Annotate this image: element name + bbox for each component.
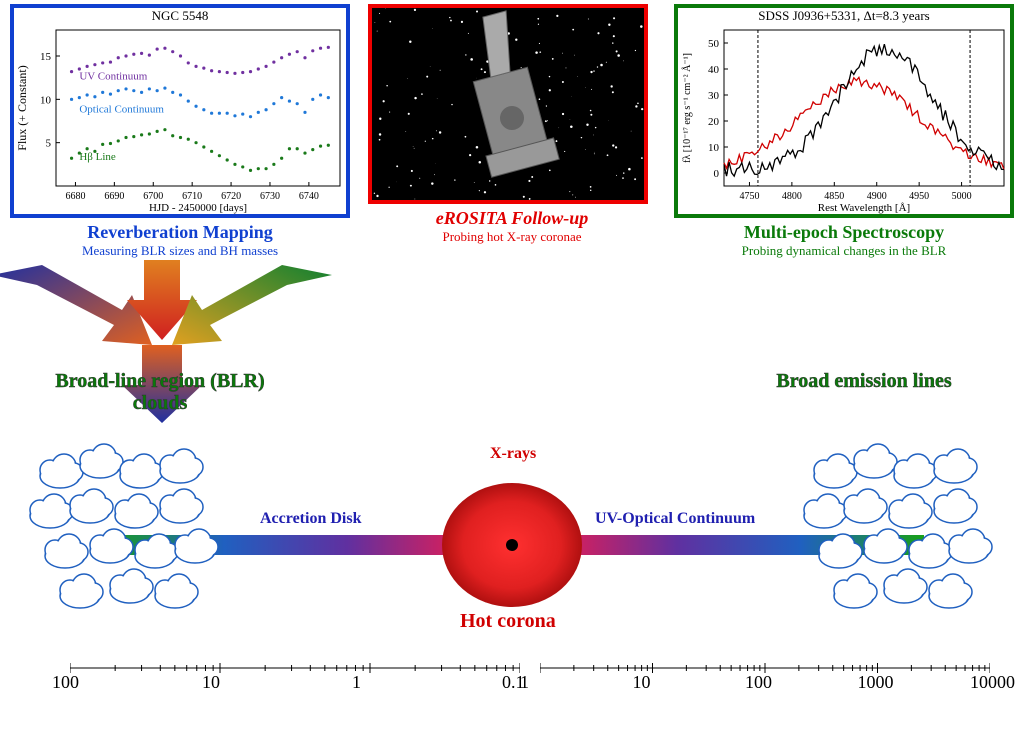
spec-label: Multi-epoch Spectroscopy (674, 222, 1014, 244)
scale-tick: 1000 (858, 672, 894, 693)
clouds-right (794, 430, 1004, 630)
svg-text:6680: 6680 (65, 191, 85, 202)
spectroscopy-panel: SDSS J0936+5331, Δt=8.3 years 0 10 20 30 40 5… (674, 4, 1014, 258)
svg-text:0: 0 (714, 168, 720, 180)
erosita-sub: Probing hot X-ray coronae (368, 230, 656, 244)
reverb-title: NGC 5548 (14, 8, 346, 24)
erosita-name: eROSITA Follow-up (436, 208, 589, 228)
svg-text:10: 10 (40, 94, 52, 106)
svg-text:4800: 4800 (782, 191, 802, 202)
reverb-chart: NGC 5548 5 10 15 6680 6690 6700 6710 6720 6730 67… (10, 4, 350, 218)
svg-text:40: 40 (708, 64, 720, 76)
scale-right-labels: 110100100010000 (540, 660, 990, 700)
scale-tick: 10 (202, 672, 220, 693)
svg-text:4850: 4850 (824, 191, 844, 202)
svg-text:Flux (+ Constant): Flux (+ Constant) (15, 65, 29, 150)
black-hole (506, 539, 518, 551)
xrays-text: X-rays (490, 445, 536, 463)
hotcorona-text: Hot corona (460, 610, 556, 633)
spec-svg: 0 10 20 30 40 50 4750 4800 4850 4900 4950 5000 fλ [1… (678, 24, 1010, 214)
clouds-left (20, 430, 230, 630)
spec-sub: Probing dynamical changes in the BLR (674, 244, 1014, 258)
svg-text:20: 20 (708, 116, 720, 128)
erosita-label: eROSITA Follow-up (368, 208, 656, 230)
arrow-right (172, 265, 332, 345)
svg-text:Optical Continuum: Optical Continuum (79, 103, 164, 115)
bel-label: Broad emission lines (724, 370, 1004, 392)
scale-tick: 10000 (970, 672, 1015, 693)
spec-title: SDSS J0936+5331, Δt=8.3 years (678, 8, 1010, 24)
reverb-panel: NGC 5548 5 10 15 6680 6690 6700 6710 6720 6730 67… (10, 4, 350, 258)
svg-text:6730: 6730 (260, 191, 280, 202)
svg-text:UV Continuum: UV Continuum (79, 70, 147, 82)
scale-tick: 1 (352, 672, 361, 693)
reverb-svg: 5 10 15 6680 6690 6700 6710 6720 6730 6740 Flux (+… (14, 24, 346, 214)
satellite-image (368, 4, 648, 204)
svg-text:6720: 6720 (221, 191, 241, 202)
svg-text:5: 5 (46, 138, 52, 150)
svg-text:30: 30 (708, 90, 720, 102)
scale-tick: 10 (633, 672, 651, 693)
svg-text:15: 15 (40, 51, 52, 63)
svg-text:5000: 5000 (952, 191, 972, 202)
blr-label: Broad-line region (BLR)clouds (20, 370, 300, 414)
svg-text:Hβ Line: Hβ Line (79, 151, 116, 163)
svg-text:4950: 4950 (909, 191, 929, 202)
svg-text:50: 50 (708, 38, 720, 50)
accretion-text: Accretion Disk (260, 510, 361, 528)
svg-text:HJD - 2450000 [days]: HJD - 2450000 [days] (149, 202, 247, 214)
top-row: NGC 5548 5 10 15 6680 6690 6700 6710 6720 6730 67… (0, 0, 1024, 258)
spec-chart: SDSS J0936+5331, Δt=8.3 years 0 10 20 30 40 5… (674, 4, 1014, 218)
uv-text: UV-Optical Continuum (595, 510, 755, 528)
svg-text:6710: 6710 (182, 191, 202, 202)
erosita-panel: eROSITA Follow-up Probing hot X-ray coro… (368, 4, 656, 258)
satellite-svg (372, 8, 648, 204)
arrow-left (0, 265, 152, 345)
svg-text:4750: 4750 (739, 191, 759, 202)
svg-text:10: 10 (708, 142, 720, 154)
reverb-label: Reverberation Mapping (10, 222, 350, 244)
svg-text:4900: 4900 (867, 191, 887, 202)
scale-left-labels: 1001010.1 (70, 660, 520, 700)
scale-tick: 100 (745, 672, 772, 693)
scale-tick: 1 (520, 672, 529, 693)
svg-text:Rest Wavelength [Å]: Rest Wavelength [Å] (818, 202, 910, 214)
svg-text:6740: 6740 (299, 191, 319, 202)
svg-text:fλ [10⁻¹⁷ erg s⁻¹ cm⁻² Å⁻¹]: fλ [10⁻¹⁷ erg s⁻¹ cm⁻² Å⁻¹] (681, 53, 693, 163)
scale-tick: 100 (52, 672, 79, 693)
svg-text:6700: 6700 (143, 191, 163, 202)
svg-text:6690: 6690 (104, 191, 124, 202)
